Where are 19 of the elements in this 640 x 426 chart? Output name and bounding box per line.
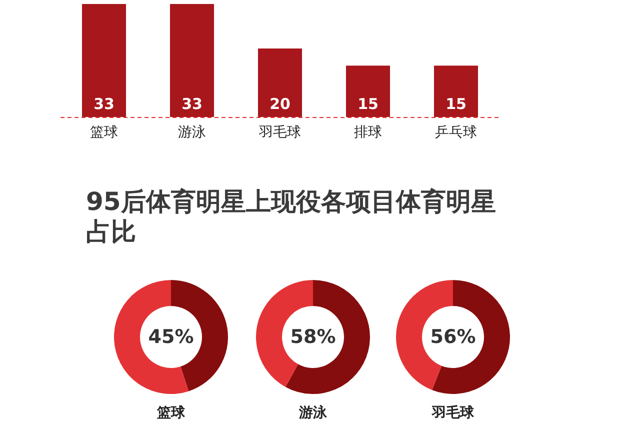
- text: 56%: [430, 326, 476, 348]
- text: 45%: [148, 326, 194, 348]
- x-tick-label: 羽毛球: [258, 124, 301, 140]
- text: 羽毛球: [431, 404, 475, 421]
- x-tick-label: 排球: [354, 124, 382, 140]
- donut-slice: [286, 280, 370, 394]
- data-label: 15: [446, 95, 466, 113]
- data-label: 20: [270, 95, 290, 113]
- data-label: 33: [94, 95, 114, 113]
- text: 游泳: [298, 404, 328, 421]
- text: 95后体育明星上现役各项目体育明星占比: [86, 187, 497, 247]
- text: 58%: [290, 326, 336, 348]
- donut-slice: [432, 280, 510, 394]
- x-tick-label: 篮球: [90, 124, 118, 140]
- text: 篮球: [156, 405, 186, 421]
- data-label: 15: [358, 95, 378, 113]
- x-tick-label: 乒乓球: [435, 124, 477, 140]
- data-label: 33: [182, 95, 202, 113]
- x-tick-label: 游泳: [178, 124, 206, 140]
